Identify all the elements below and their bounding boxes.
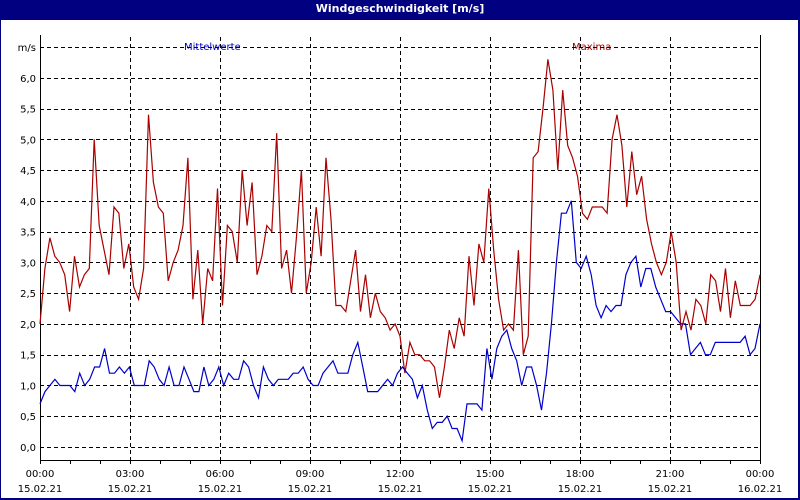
x-tick-time: 00:00 (26, 469, 55, 480)
y-tick-label: 4,0 (20, 197, 36, 208)
x-tick-time: 18:00 (566, 469, 595, 480)
y-tick-label: 6,0 (20, 74, 36, 85)
x-tick-date: 16.02.21 (738, 484, 783, 495)
y-tick-label: 4,5 (20, 166, 36, 177)
x-tick-date: 15.02.21 (198, 484, 243, 495)
line-chart: 0,0 0,5 1,0 1,5 2,0 2,5 3,0 3,5 4,0 4,5 5,0 5,5 6,0 m… (18, 35, 783, 495)
y-tick-label: 3,0 (20, 258, 36, 269)
y-tick-label: 1,0 (20, 381, 36, 392)
y-tick-label: 3,5 (20, 228, 36, 239)
x-tick-time: 00:00 (746, 469, 775, 480)
chart-panel: Mittelwerte Maxima 0,0 0,5 1,0 1,5 2,0 2,5 3,0… (1, 20, 798, 498)
y-unit-label: m/s (18, 43, 36, 54)
y-tick-label: 5,0 (20, 135, 36, 146)
x-tick-date: 15.02.21 (558, 484, 603, 495)
x-tick-date: 15.02.21 (108, 484, 153, 495)
legend-max: Maxima (572, 42, 612, 53)
x-tick-date: 15.02.21 (468, 484, 513, 495)
series-mittelwerte (39, 200, 761, 444)
y-tick-label: 0,0 (20, 443, 36, 454)
y-tick-label: 2,0 (20, 320, 36, 331)
x-tick-time: 06:00 (206, 469, 235, 480)
y-tick-label: 5,5 (20, 105, 36, 116)
x-tick-time: 12:00 (386, 469, 415, 480)
x-tick-time: 09:00 (296, 469, 325, 480)
x-tick-time: 03:00 (116, 469, 145, 480)
legend-mean: Mittelwerte (184, 42, 241, 53)
y-tick-label: 2,5 (20, 289, 36, 300)
series-maxima (39, 59, 761, 398)
x-tick-date: 15.02.21 (648, 484, 693, 495)
x-tick-time: 15:00 (476, 469, 505, 480)
chart-title: Windgeschwindigkeit [m/s] (315, 2, 485, 15)
x-tick-date: 15.02.21 (288, 484, 333, 495)
x-tick-date: 15.02.21 (378, 484, 423, 495)
x-tick-time: 21:00 (656, 469, 685, 480)
x-tick-date: 15.02.21 (18, 484, 63, 495)
y-tick-label: 1,5 (20, 351, 36, 362)
y-tick-label: 0,5 (20, 412, 36, 423)
